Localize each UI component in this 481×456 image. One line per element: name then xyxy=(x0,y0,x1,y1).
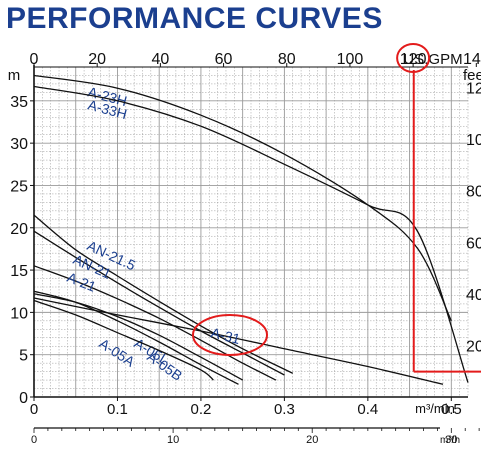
bottom-tick-label: 0.2 xyxy=(190,401,211,418)
bottom-tick-label: 0.4 xyxy=(357,401,378,418)
bottom-tick-label: 0 xyxy=(30,401,38,418)
top-tick-label: 0 xyxy=(30,51,39,68)
top-tick-label: 40 xyxy=(151,51,169,68)
top-tick-label: 80 xyxy=(278,51,296,68)
right-tick-label: 20 xyxy=(466,338,481,355)
bottom2-tick-label: 10 xyxy=(167,434,179,446)
series-label-a-31: A-31 xyxy=(209,324,242,347)
top-tick-label: 100 xyxy=(337,51,364,68)
bottom-tick-label: 0.3 xyxy=(274,401,295,418)
top-tick-label: 120 xyxy=(400,51,427,68)
bottom-tick-label: 0.1 xyxy=(107,401,128,418)
right-tick-label: 100 xyxy=(466,132,481,149)
page-title: PERFORMANCE CURVES xyxy=(6,2,383,35)
bottom2-axis-unit: m³/h xyxy=(440,435,460,446)
series-line-a-05b xyxy=(33,290,239,385)
left-tick-label: 5 xyxy=(19,348,28,365)
right-axis-unit: feet xyxy=(463,67,481,84)
left-tick-label: 25 xyxy=(10,178,28,195)
bottom-axis-unit: m³/min xyxy=(415,401,455,416)
bottom2-tick-label: 30 xyxy=(445,434,457,446)
left-tick-label: 20 xyxy=(10,221,28,238)
top-axis-unit: US.GPM xyxy=(403,51,462,68)
top-tick-label: 140 xyxy=(463,51,481,68)
right-tick-label: 120 xyxy=(466,81,481,98)
series-line-a-23h xyxy=(33,74,452,322)
top-tick-label: 20 xyxy=(88,51,106,68)
series-line-a-33h xyxy=(33,85,469,383)
series-line-an-21.5 xyxy=(33,214,293,374)
highlight-gpm-circle xyxy=(396,43,431,73)
bottom2-tick-label: 0 xyxy=(31,434,37,446)
right-tick-label: 40 xyxy=(466,287,481,304)
left-tick-label: 35 xyxy=(10,94,28,111)
left-tick-label: 15 xyxy=(10,263,28,280)
left-axis-unit: m xyxy=(8,67,21,84)
series-line-a-21 xyxy=(33,265,277,381)
left-tick-label: 30 xyxy=(10,136,28,153)
bottom2-tick-label: 20 xyxy=(306,434,318,446)
series-line-a-05a xyxy=(33,299,214,381)
left-tick-label: 10 xyxy=(10,305,28,322)
right-tick-label: 80 xyxy=(466,184,481,201)
highlight-model-circle xyxy=(192,314,268,356)
right-tick-label: 60 xyxy=(466,235,481,252)
top-tick-label: 60 xyxy=(215,51,233,68)
left-tick-label: 0 xyxy=(19,390,28,407)
bottom-tick-label: 0.5 xyxy=(441,401,462,418)
